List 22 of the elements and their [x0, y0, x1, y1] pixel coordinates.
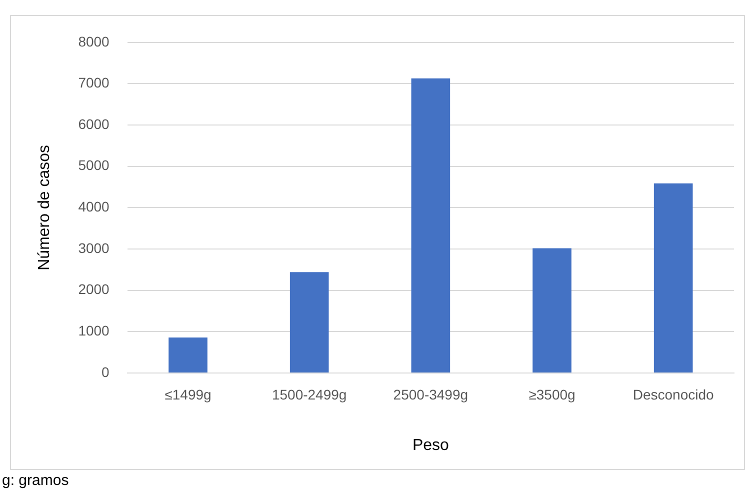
bar	[654, 183, 693, 372]
y-tick-label: 8000	[78, 33, 110, 50]
y-tick-label: 0	[102, 364, 110, 380]
text: g: gramos	[2, 472, 69, 489]
x-axis-title: Peso	[412, 436, 450, 454]
y-tick-label: 7000	[78, 74, 110, 91]
y-axis-title: Número de casos	[36, 145, 54, 270]
bar	[532, 248, 572, 372]
bar	[168, 337, 208, 372]
y-tick-label: 3000	[78, 240, 110, 256]
x-tick-label: Desconocido	[632, 386, 714, 402]
x-tick-label: 1500-2499g	[272, 386, 347, 402]
y-tick-label: 5000	[78, 157, 110, 174]
x-tick-label: ≥3500g	[528, 386, 576, 402]
y-tick-label: 6000	[78, 116, 110, 132]
bar	[290, 272, 329, 372]
x-tick-label: 2500-3499g	[393, 386, 468, 402]
bar	[411, 78, 450, 372]
y-tick-label: 1000	[78, 322, 110, 339]
y-tick-label: 4000	[78, 198, 110, 215]
x-tick-label: ≤1499g	[164, 386, 212, 402]
y-tick-label: 2000	[78, 281, 110, 298]
